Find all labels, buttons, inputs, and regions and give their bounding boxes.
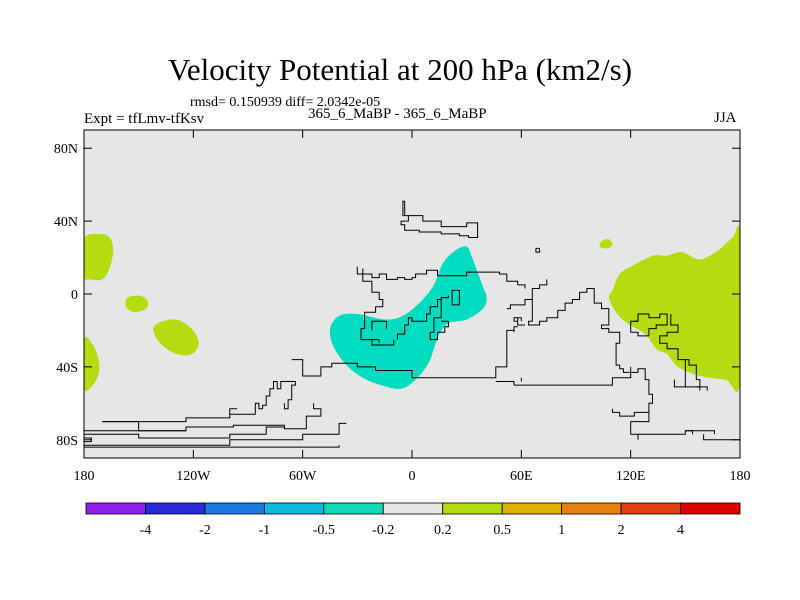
coastline-segment [535, 247, 541, 253]
region-positive-anomaly-southpacific-2 [153, 319, 199, 356]
colorbar-swatch [382, 502, 444, 515]
region-positive-anomaly-southpacific-1 [125, 295, 149, 313]
colorbar-label: 1 [558, 523, 565, 538]
coastline-segment [291, 359, 304, 367]
colorbar-label: 4 [677, 523, 684, 538]
coastline-segment [84, 426, 285, 439]
colorbar-swatch [204, 502, 265, 515]
colorbar-label: 2 [618, 523, 625, 538]
x-tick-label: 180 [74, 469, 95, 484]
coastline-segment [528, 288, 715, 435]
x-tick-label: 60E [510, 469, 533, 484]
coastline-segment [513, 317, 522, 322]
coastline-segment [440, 295, 449, 300]
coastline-segment [356, 266, 519, 285]
y-tick-label: 0 [71, 288, 78, 303]
x-tick-label: 60W [289, 469, 317, 484]
coastline-segment [659, 314, 697, 380]
y-tick-label: 80S [56, 434, 78, 449]
coastline-segment [360, 268, 384, 344]
axis-ticks: 180 120W 60W 0 60E 120E 180 80N 40N 0 40S 80S [54, 130, 751, 484]
coastline-segment [611, 408, 649, 417]
colorbar-swatch [263, 502, 325, 515]
coastline-segment [451, 289, 460, 306]
colorbar-swatch [442, 502, 503, 515]
x-tick-label: 120E [616, 469, 646, 484]
coastline-segment [673, 379, 686, 388]
colorbar-label: -2 [199, 523, 211, 538]
region-positive-anomaly-eastpacific [608, 225, 740, 392]
y-tick-label: 40N [54, 215, 78, 230]
colorbar-swatch [680, 502, 741, 515]
coastline-segment [400, 200, 479, 238]
colorbar-swatch [85, 502, 146, 515]
colorbar-label: 0.5 [493, 523, 511, 538]
season-label: JJA [714, 110, 737, 126]
coastline-segment [84, 445, 340, 448]
colorbar-label: -0.5 [313, 523, 335, 538]
y-tick-label: 80N [54, 142, 78, 157]
colorbar-label: -1 [259, 523, 271, 538]
x-tick-label: 0 [409, 469, 416, 484]
x-tick-label: 180 [730, 469, 751, 484]
colorbar-swatch [145, 502, 206, 515]
colorbar-label: 0.2 [434, 523, 452, 538]
region-positive-anomaly-west-2 [84, 337, 100, 391]
coastline-segment [396, 299, 449, 341]
colorbar: -4 -2 -1 -0.5 -0.2 0.2 0.5 1 2 4 [85, 502, 741, 538]
colorbar-swatch [620, 502, 681, 515]
coastline-segment [495, 381, 515, 386]
region-positive-anomaly-asia [599, 239, 613, 249]
coastline-segment [517, 284, 526, 289]
coastline-segment [630, 313, 668, 337]
coastline-segment [84, 422, 347, 446]
colorbar-swatch [323, 502, 384, 515]
chart-title: Velocity Potential at 200 hPa (km2/s) [167, 52, 633, 87]
coastline-segment [371, 339, 395, 346]
coastline-segment [302, 329, 514, 379]
colorbar-label: -4 [140, 523, 152, 538]
colorbar-label: -0.2 [372, 523, 394, 538]
coastlines [84, 200, 740, 449]
coastline-segment [703, 434, 740, 441]
coastline-segment [229, 408, 238, 415]
coastline-segment [517, 321, 525, 326]
colorbar-swatch [501, 502, 563, 515]
case-comparison-label: 365_6_MaBP - 365_6_MaBP [308, 106, 487, 122]
experiment-label: Expt = tfLmv-tfKsv [84, 111, 205, 127]
y-tick-label: 40S [56, 361, 78, 376]
coastline-segment [514, 366, 632, 386]
region-positive-anomaly-west-1 [84, 233, 114, 281]
coastline-segment [102, 381, 296, 423]
colorbar-swatch [561, 502, 622, 515]
coastline-segment [371, 320, 387, 331]
rmsd-diff-stats: rmsd= 0.150939 diff= 2.0342e-05 [190, 95, 381, 110]
x-tick-label: 120W [176, 469, 211, 484]
